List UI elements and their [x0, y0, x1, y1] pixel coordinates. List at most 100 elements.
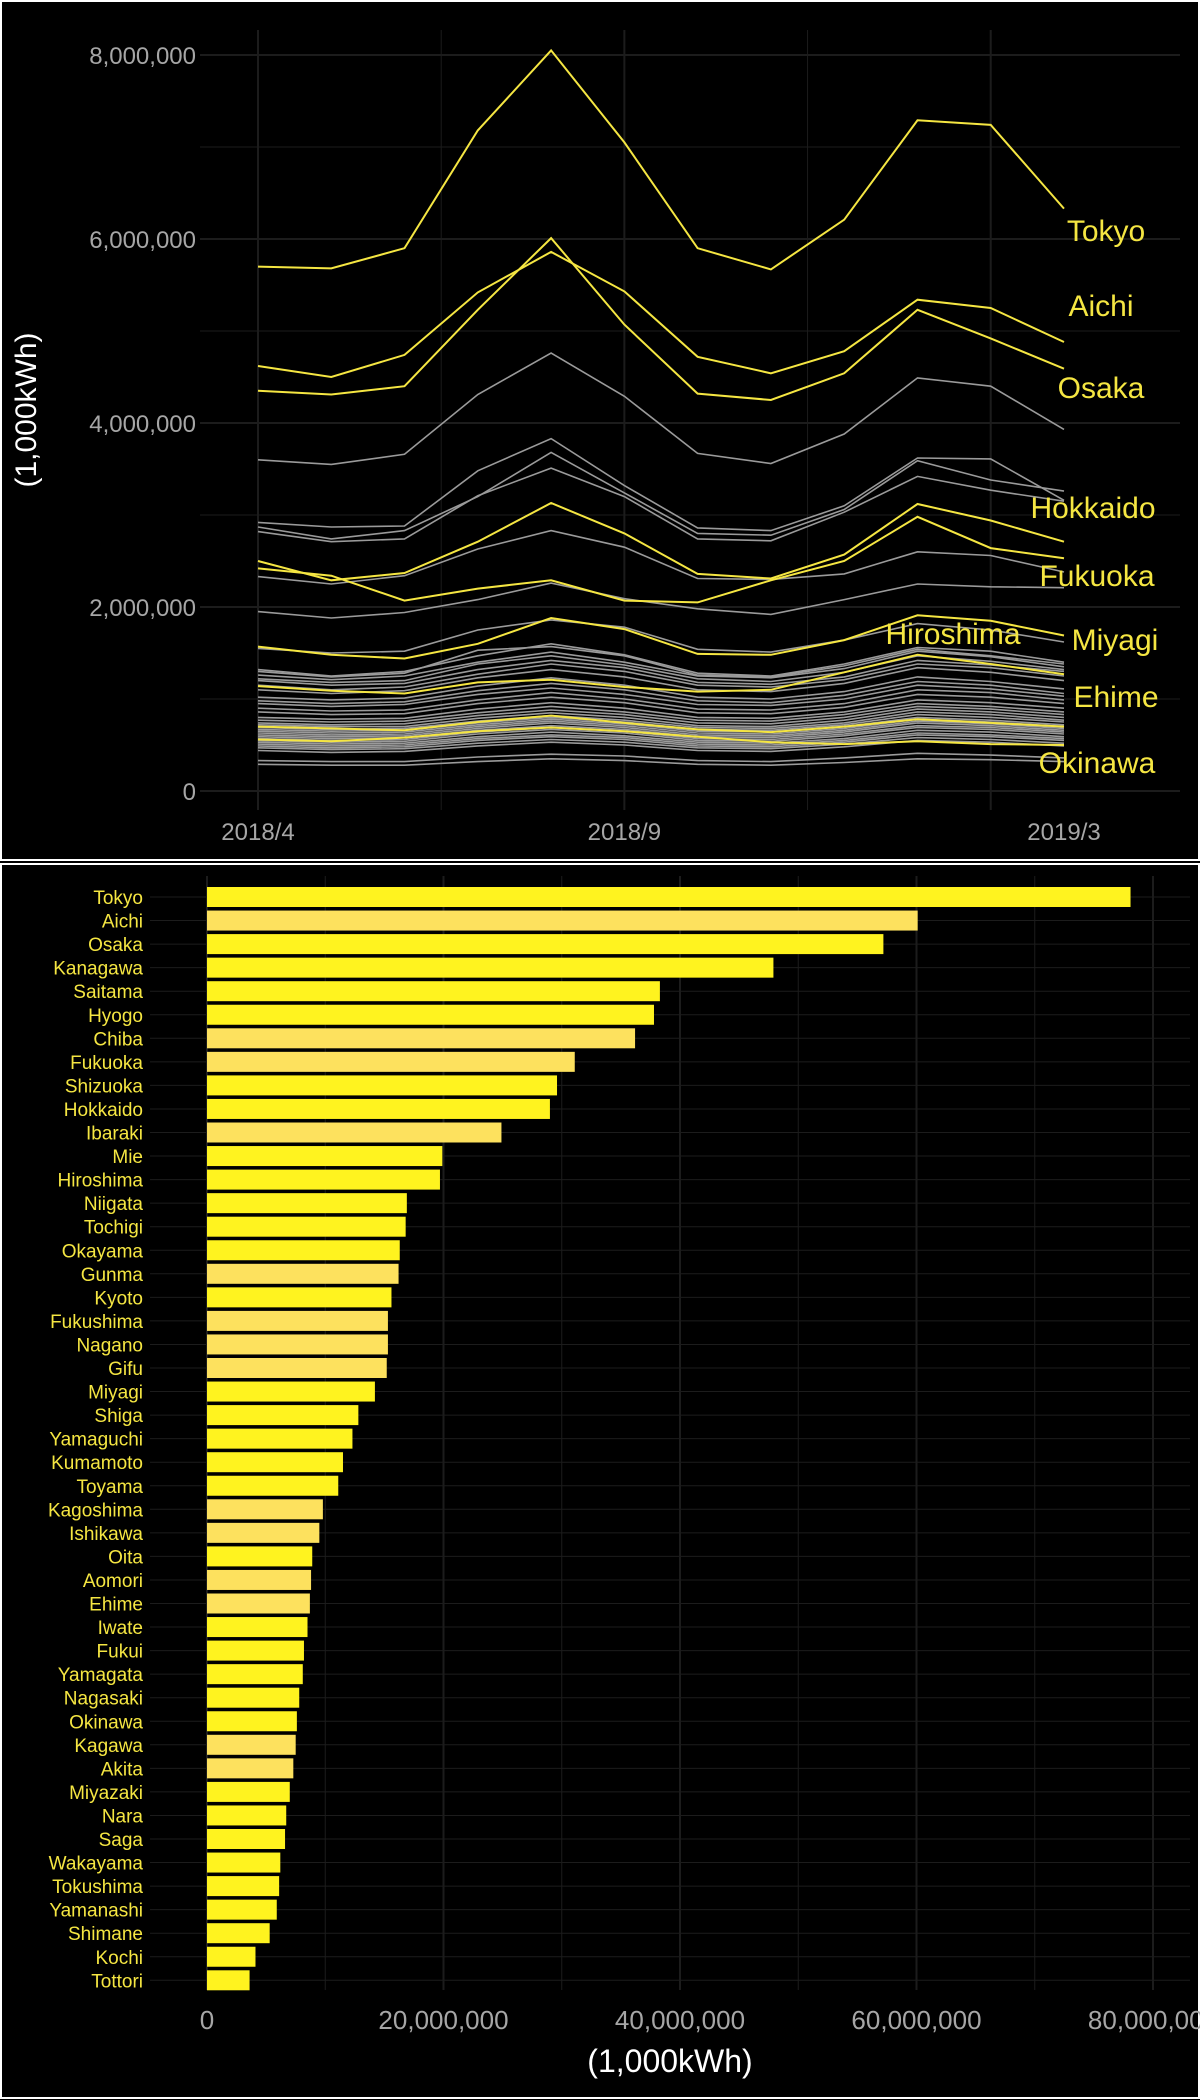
category-label: Nara: [102, 1806, 144, 1827]
bar-nagano: [207, 1334, 388, 1355]
other-series-line-15: [257, 676, 1065, 701]
series-label-hiroshima: Hiroshima: [885, 618, 1020, 651]
bar-tokyo: [207, 887, 1131, 907]
bar-nara: [207, 1805, 287, 1826]
line-y-tick-labels: 0 2,000,000 4,000,000 6,000,000 8,000,000: [89, 43, 196, 806]
category-label: Gunma: [81, 1265, 144, 1286]
bar-saga: [207, 1829, 286, 1849]
series-line-fukuoka: [257, 515, 1065, 604]
x-tick-label: 80,000,000: [1088, 2005, 1200, 2035]
other-series-line-28: [257, 720, 1065, 738]
category-label: Hyogo: [88, 1006, 143, 1027]
bar-nagasaki: [207, 1687, 300, 1708]
category-label: Kagoshima: [48, 1500, 143, 1521]
bar-hokkaido: [207, 1098, 550, 1119]
category-label: Hiroshima: [57, 1171, 143, 1192]
series-label-miyagi: Miyagi: [1072, 624, 1159, 657]
other-series-line-31: [257, 726, 1065, 744]
other-series-line-9: [257, 645, 1065, 678]
category-label: Ehime: [89, 1595, 143, 1616]
category-label: Iwate: [98, 1618, 143, 1639]
category-label: Yamanashi: [49, 1901, 143, 1922]
other-series-line-12: [257, 659, 1065, 687]
x-tick-label: 2019/3: [1027, 819, 1100, 846]
other-series-line-19: [257, 693, 1065, 716]
category-label: Tottori: [91, 1971, 143, 1992]
other-series-line-38: [257, 757, 1065, 767]
y-tick-label: 2,000,000: [89, 595, 196, 622]
other-series-line-10: [257, 650, 1065, 681]
bar-hyogo: [207, 1004, 654, 1025]
x-tick-label: 2018/9: [588, 819, 661, 846]
bar-aichi: [207, 910, 918, 931]
other-series-line-37: [257, 752, 1065, 763]
category-label: Wakayama: [49, 1854, 144, 1875]
category-label: Miyagi: [88, 1383, 143, 1404]
bar-okinawa: [207, 1711, 297, 1732]
other-series-line-17: [257, 684, 1065, 708]
bar-wakayama: [207, 1852, 281, 1873]
y-tick-label: 6,000,000: [89, 227, 196, 254]
category-label: Tochigi: [84, 1218, 143, 1239]
series-label-hokkaido: Hokkaido: [1030, 492, 1155, 525]
bar-kumamoto: [207, 1452, 343, 1473]
series-label-osaka: Osaka: [1058, 372, 1145, 405]
x-tick-label: 40,000,000: [615, 2005, 745, 2035]
other-series-line-34: [257, 734, 1065, 749]
category-label: Toyama: [76, 1477, 143, 1498]
other-series-line-20: [257, 699, 1065, 721]
other-series-line-24: [257, 711, 1065, 731]
category-label: Aomori: [83, 1571, 143, 1592]
category-label: Ishikawa: [69, 1524, 143, 1545]
category-label: Oita: [108, 1547, 143, 1568]
bar-x-axis-label: (1,000kWh): [587, 2043, 752, 2079]
other-series-line-35: [257, 736, 1065, 751]
bar-shimane: [207, 1923, 270, 1944]
bar-yamanashi: [207, 1899, 277, 1920]
bar-yamaguchi: [207, 1428, 353, 1449]
y-tick-label: 4,000,000: [89, 411, 196, 438]
bar-ishikawa: [207, 1522, 320, 1543]
series-line-hiroshima: [257, 614, 1065, 660]
category-label: Fukuoka: [70, 1053, 143, 1074]
series-line-aichi: [257, 250, 1065, 379]
other-series-line-5: [257, 529, 1065, 585]
bar-akita: [207, 1758, 294, 1779]
bar-kagawa: [207, 1734, 296, 1755]
bar-oita: [207, 1546, 313, 1567]
line-y-axis-label: (1,000kWh): [10, 332, 43, 487]
other-series-line-23: [257, 708, 1065, 728]
x-tick-label: 0: [200, 2005, 214, 2035]
other-series-line-3: [257, 451, 1065, 540]
bar-tokushima: [207, 1876, 280, 1897]
bar-shiga: [207, 1405, 359, 1426]
other-series-line-14: [257, 666, 1065, 695]
category-label: Shiga: [94, 1406, 143, 1427]
y-tick-label: 0: [183, 779, 196, 806]
bar-kagoshima: [207, 1499, 323, 1520]
series-label-aichi: Aichi: [1068, 290, 1133, 323]
bar-ehime: [207, 1593, 310, 1614]
category-label: Kanagawa: [53, 959, 143, 980]
other-series-line-6: [257, 582, 1065, 619]
category-label: Yamagata: [58, 1665, 144, 1686]
category-label: Shimane: [68, 1924, 143, 1945]
series-line-osaka: [257, 236, 1065, 402]
other-series-line-16: [257, 680, 1065, 705]
bar-fukui: [207, 1640, 304, 1661]
category-label: Nagano: [76, 1335, 143, 1356]
bar-mie: [207, 1146, 443, 1167]
bar-iwate: [207, 1617, 308, 1638]
other-series-line-13: [257, 663, 1065, 691]
y-tick-label: 8,000,000: [89, 43, 196, 70]
x-tick-label: 20,000,000: [378, 2005, 508, 2035]
category-label: Saitama: [73, 982, 143, 1003]
x-tick-label: 2018/4: [221, 819, 294, 846]
category-label: Tokushima: [52, 1877, 143, 1898]
bar-panel-border: [0, 863, 1200, 2099]
category-label: Yamaguchi: [49, 1430, 143, 1451]
bar-toyama: [207, 1475, 339, 1496]
